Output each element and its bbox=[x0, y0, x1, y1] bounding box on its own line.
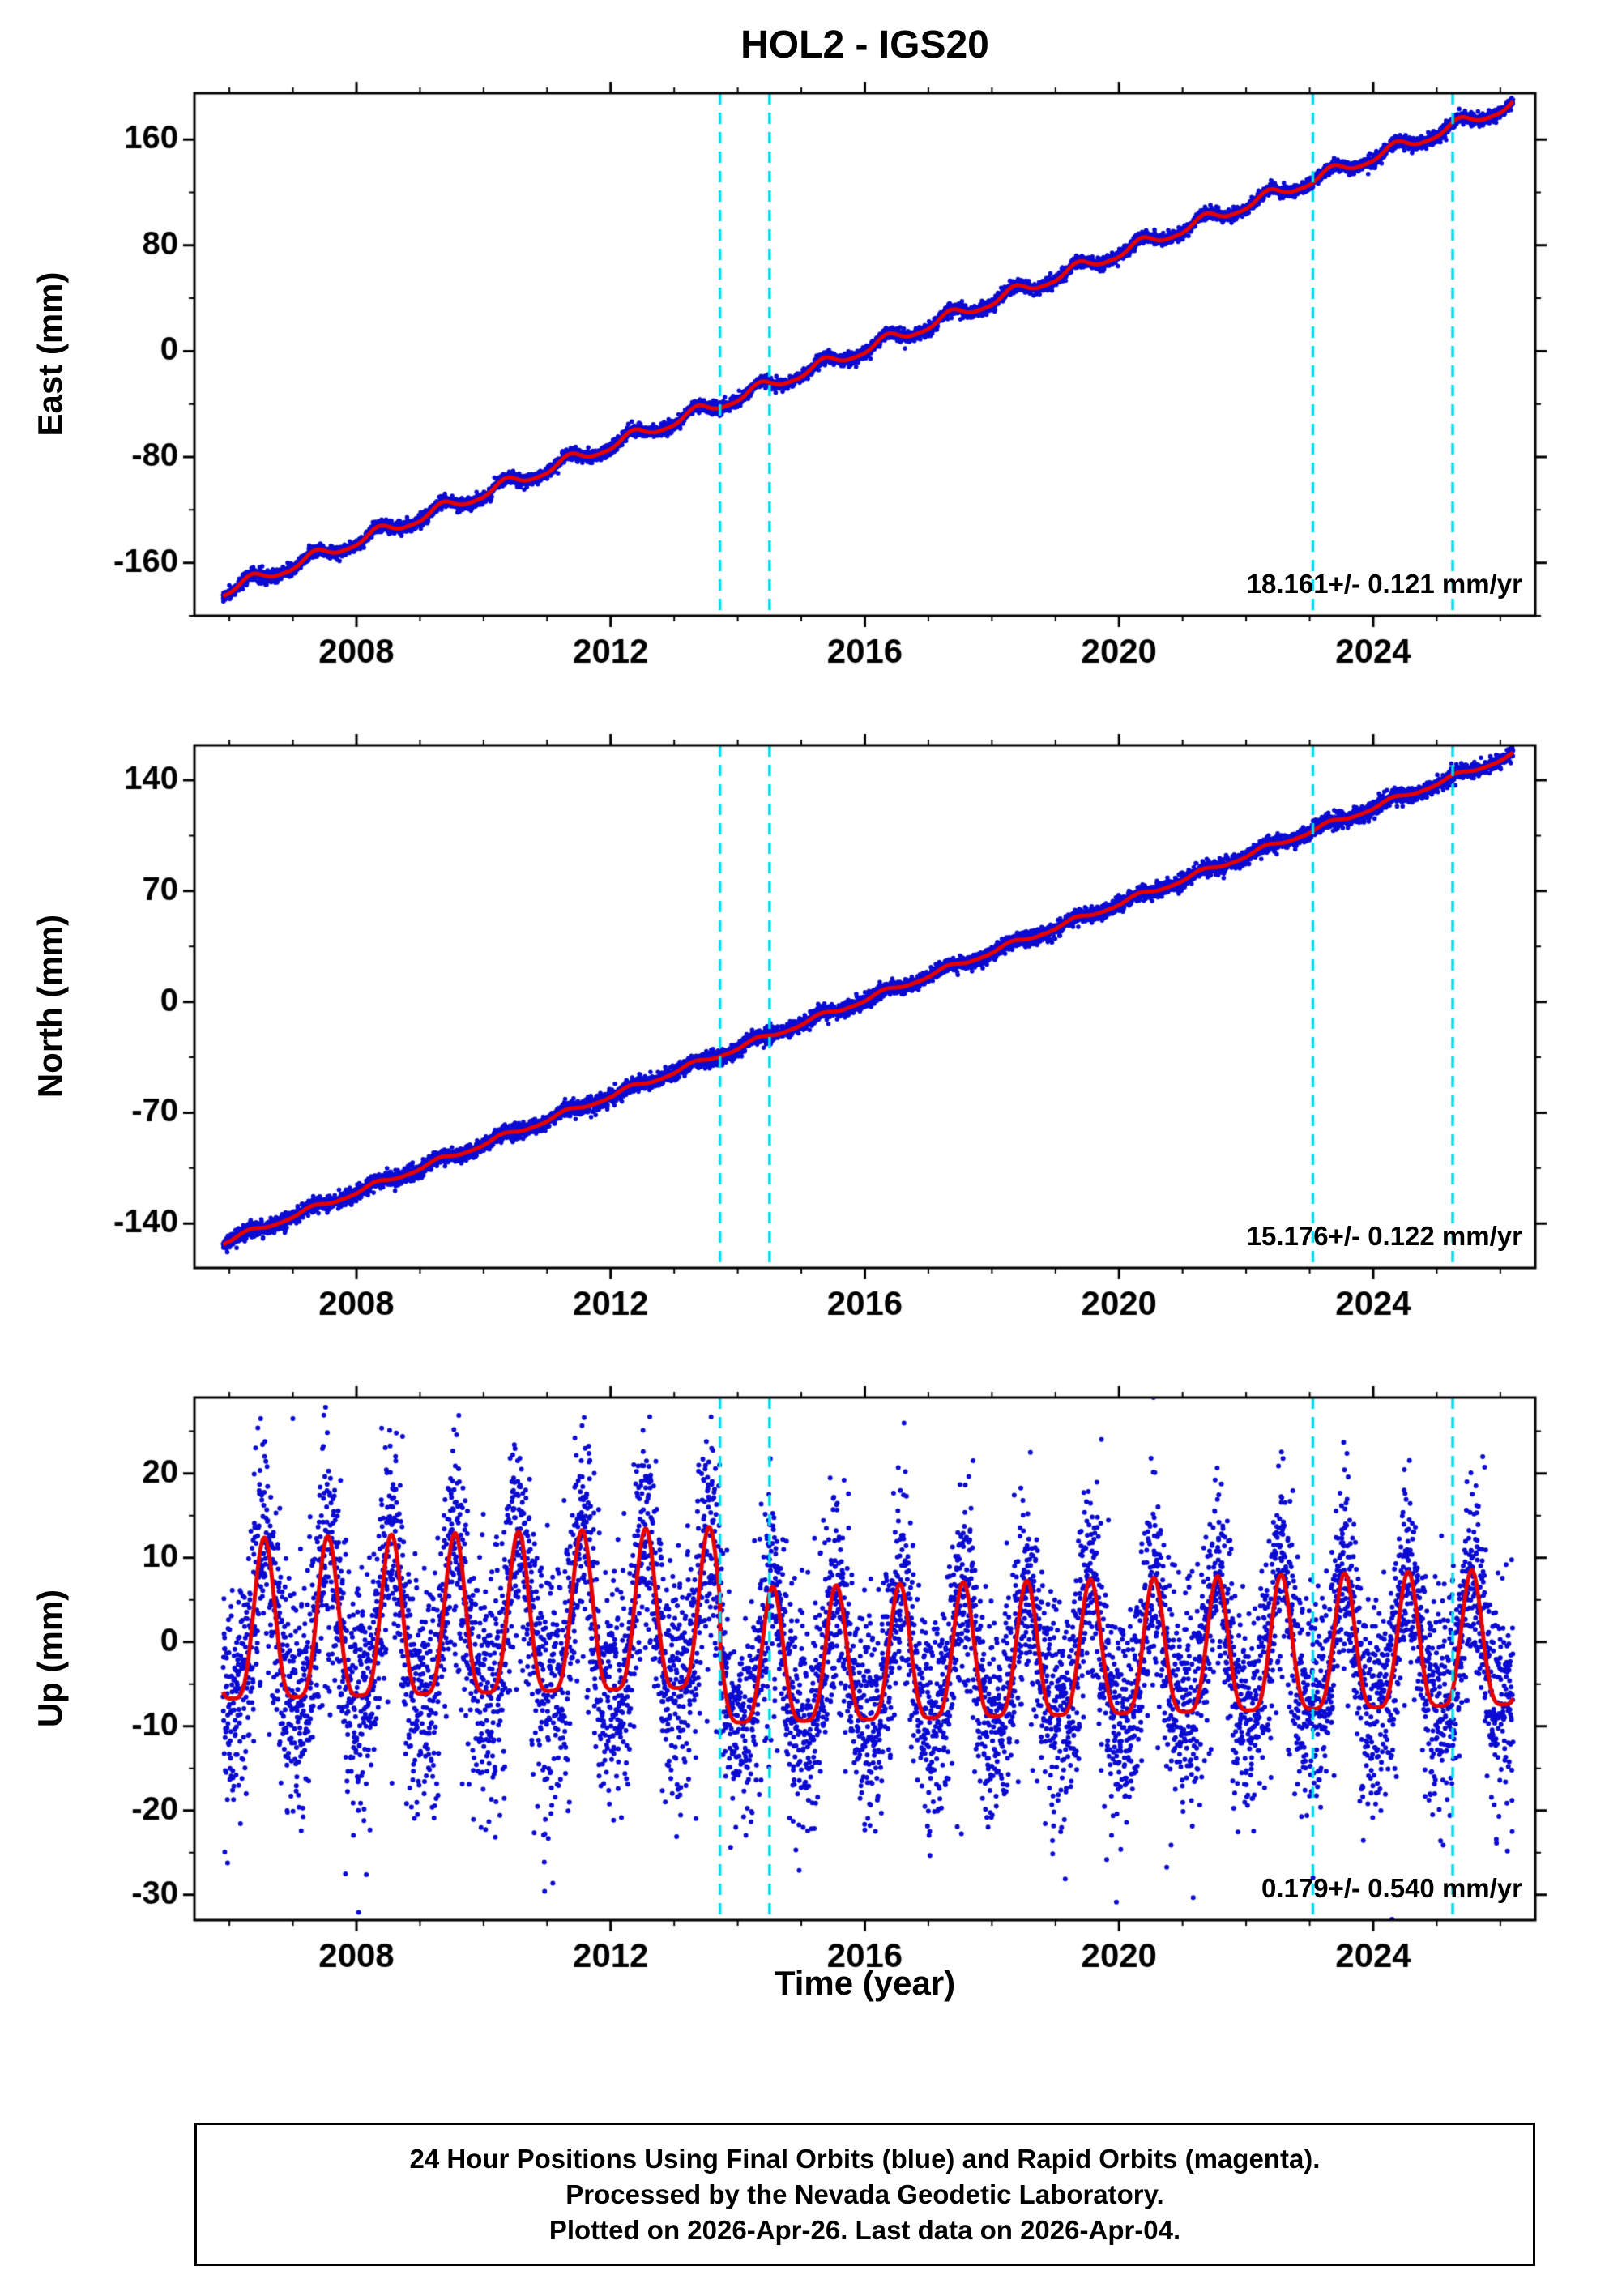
page-title: HOL2 - IGS20 bbox=[740, 23, 989, 66]
x-axis-label: Time (year) bbox=[774, 1964, 956, 2002]
footer-line-2: Processed by the Nevada Geodetic Laborat… bbox=[565, 2179, 1164, 2210]
footer-line-1: 24 Hour Positions Using Final Orbits (bl… bbox=[409, 2144, 1321, 2174]
north-axis-label: North (mm) bbox=[31, 914, 69, 1099]
north-rate-annotation: 15.176+/- 0.122 mm/yr bbox=[1246, 1221, 1522, 1251]
east-axis-label: East (mm) bbox=[31, 271, 69, 437]
footer-line-3: Plotted on 2026-Apr-26. Last data on 202… bbox=[548, 2215, 1181, 2246]
up-axis-label: Up (mm) bbox=[31, 1589, 69, 1728]
footer-box: 24 Hour Positions Using Final Orbits (bl… bbox=[194, 2123, 1535, 2266]
east-rate-annotation: 18.161+/- 0.121 mm/yr bbox=[1246, 569, 1522, 599]
up-rate-annotation: 0.179+/- 0.540 mm/yr bbox=[1261, 1873, 1522, 1903]
